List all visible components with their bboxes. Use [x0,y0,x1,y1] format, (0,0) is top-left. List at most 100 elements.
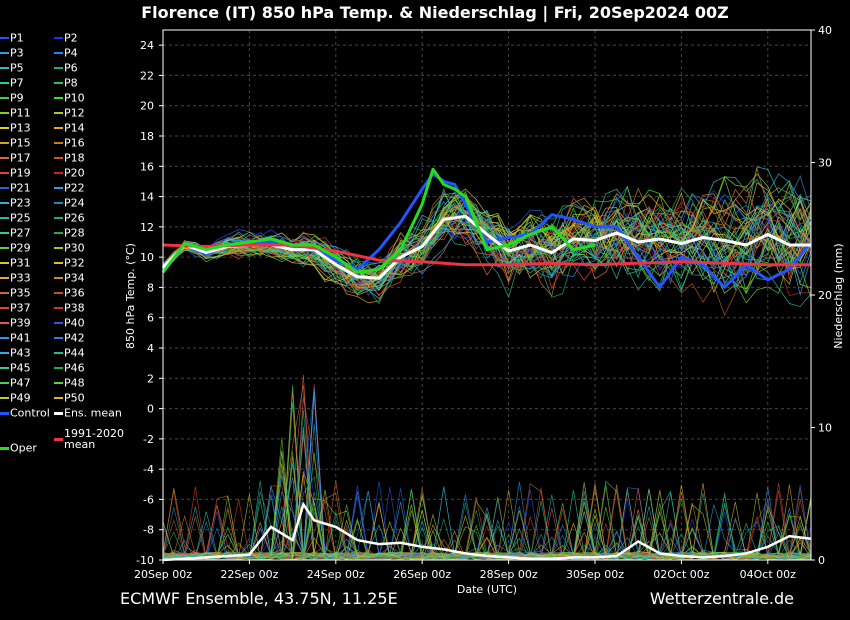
legend-swatch [0,352,9,354]
x-tick-label: 04Oct 00z [740,568,797,581]
legend-item-p19: P19 [0,166,31,180]
legend-swatch [0,52,9,54]
legend-label: P11 [10,106,31,120]
legend-item-p8: P8 [54,76,78,90]
x-tick-label: 02Oct 00z [653,568,710,581]
legend-item-p2: P2 [54,31,78,45]
legend-swatch [0,446,9,450]
legend-item-ens-mean: Ens. mean [54,406,122,420]
legend-item-p35: P35 [0,286,31,300]
legend-label: P24 [64,196,85,210]
legend-label: P45 [10,361,31,375]
member-precip-line [162,384,812,561]
legend-item-p13: P13 [0,121,31,135]
legend-item-p10: P10 [54,91,85,105]
y-left-tick-label: 20 [140,100,154,113]
legend-label: P28 [64,226,85,240]
legend-swatch [54,37,63,39]
member-precip-line [162,388,812,561]
model-info: ECMWF Ensemble, 43.75N, 11.25E [120,589,398,608]
legend-item-p1: P1 [0,31,24,45]
legend-swatch [54,52,63,54]
legend-swatch [0,127,9,129]
legend-item-p49: P49 [0,391,31,405]
legend-item-p16: P16 [54,136,85,150]
legend-item-clim-mean: 1991-2020 mean [54,428,124,450]
legend-swatch [54,97,63,99]
legend-swatch [54,322,63,324]
legend-label: P37 [10,301,31,315]
member-precip-line [162,463,812,561]
y-left-tick-label: -4 [143,463,154,476]
legend-label: P3 [10,46,24,60]
legend-swatch [0,37,9,39]
legend-label: Oper [10,441,37,455]
legend-item-p7: P7 [0,76,24,90]
legend-item-p5: P5 [0,61,24,75]
legend-label: P4 [64,46,78,60]
legend-label: P16 [64,136,85,150]
legend-swatch [0,217,9,219]
legend-swatch [54,437,63,441]
legend-label: P34 [64,271,85,285]
member-temp-line [162,192,812,297]
legend-label: P39 [10,316,31,330]
legend-swatch [54,127,63,129]
legend-swatch [0,292,9,294]
x-axis-label: Date (UTC) [457,583,517,596]
axis-ticks: -10-8-6-4-202468101214161820222401020304… [134,24,832,581]
legend-swatch [54,82,63,84]
legend-swatch [0,187,9,189]
x-tick-label: 30Sep 00z [566,568,624,581]
legend-swatch [0,411,9,415]
legend-item-p34: P34 [54,271,85,285]
legend-label: P47 [10,376,31,390]
legend-item-p3: P3 [0,46,24,60]
member-precip-line [162,482,812,561]
legend-swatch [54,217,63,219]
precip-mean-line [162,501,812,562]
legend-label: P8 [64,76,78,90]
y-left-tick-label: 12 [140,221,154,234]
legend-item-p20: P20 [54,166,85,180]
legend-swatch [54,352,63,354]
y-left-tick-label: 0 [147,403,154,416]
y-left-tick-label: 22 [140,69,154,82]
legend-item-p28: P28 [54,226,85,240]
legend-swatch [0,322,9,324]
legend-swatch [54,112,63,114]
legend-swatch [54,67,63,69]
member-precip-line [162,483,812,561]
legend-swatch [54,232,63,234]
y-left-tick-label: 14 [140,191,154,204]
legend-label: P20 [64,166,85,180]
legend-swatch [54,142,63,144]
legend-item-p31: P31 [0,256,31,270]
legend-swatch [54,277,63,279]
legend-item-p47: P47 [0,376,31,390]
legend-swatch [54,247,63,249]
legend-item-p18: P18 [54,151,85,165]
legend-swatch [0,277,9,279]
grid [162,30,811,561]
legend-item-p11: P11 [0,106,31,120]
ensemble-members [162,166,812,561]
legend-label: P40 [64,316,85,330]
member-precip-line [162,387,812,561]
legend-item-p36: P36 [54,286,85,300]
member-temp-line [162,204,812,308]
legend-item-p30: P30 [54,241,85,255]
legend-label: P18 [64,151,85,165]
legend-swatch [54,411,63,415]
legend-label: P29 [10,241,31,255]
legend-item-p9: P9 [0,91,24,105]
y-left-tick-label: 18 [140,130,154,143]
legend-swatch [0,397,9,399]
y-left-tick-label: -8 [143,524,154,537]
legend-label: P17 [10,151,31,165]
legend-label: P19 [10,166,31,180]
legend-label: P46 [64,361,85,375]
legend-label: P31 [10,256,31,270]
legend-swatch [0,337,9,339]
x-tick-label: 26Sep 00z [393,568,451,581]
